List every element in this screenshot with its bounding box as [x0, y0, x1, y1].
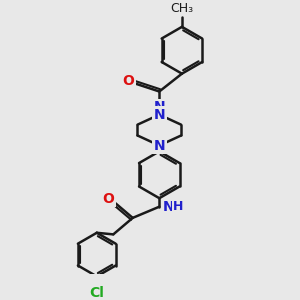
Text: N: N	[154, 108, 165, 122]
Text: CH₃: CH₃	[170, 2, 194, 15]
Text: H: H	[173, 200, 184, 213]
Text: N: N	[154, 139, 165, 152]
Text: O: O	[122, 74, 134, 88]
Text: N: N	[163, 200, 174, 214]
Text: N: N	[154, 100, 165, 115]
Text: Cl: Cl	[89, 286, 104, 300]
Text: O: O	[102, 192, 114, 206]
